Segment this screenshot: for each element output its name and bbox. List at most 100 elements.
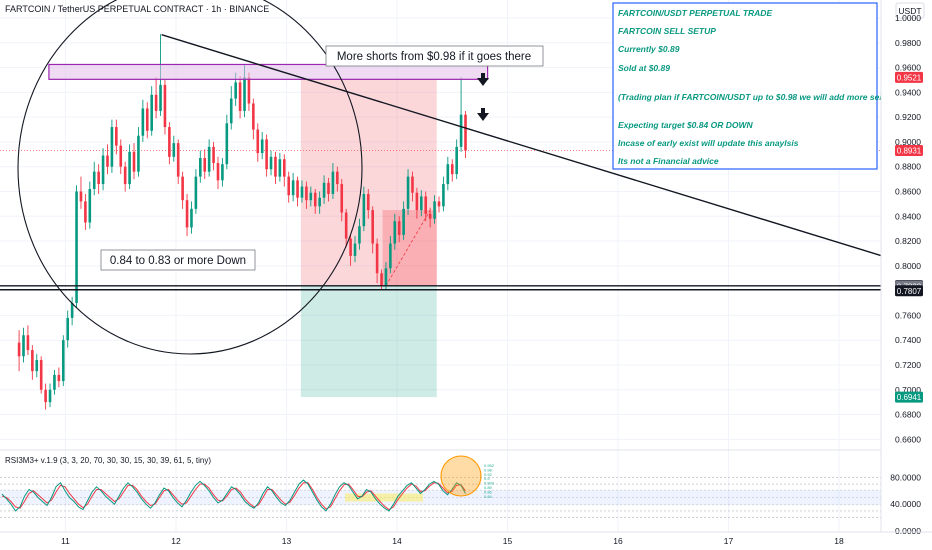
candle-body	[168, 127, 171, 157]
price-badge-box	[895, 71, 923, 83]
candle-bearish	[327, 177, 330, 202]
descending-trendline[interactable]	[161, 34, 895, 261]
candle-bearish	[119, 139, 123, 175]
short-position-tool[interactable]	[300, 79, 437, 398]
candle-body	[433, 201, 436, 219]
candle-body	[225, 123, 229, 165]
candle-bullish	[389, 236, 392, 274]
candle-body	[97, 171, 100, 185]
price-tick-label: 0.6600	[895, 434, 921, 444]
price-tick-label: 0.8200	[895, 236, 921, 246]
candle-body	[375, 243, 379, 274]
candle-bearish	[340, 179, 344, 222]
time-tick-label: 16	[613, 536, 623, 546]
price-axis-background	[881, 0, 932, 532]
time-tick-label: 14	[392, 536, 402, 546]
candle-bearish	[115, 119, 118, 155]
price-tick-label: 0.7200	[895, 360, 921, 370]
candle-bearish	[274, 151, 277, 185]
candle-bearish	[176, 139, 180, 185]
resistance-zone[interactable]	[48, 63, 489, 80]
price-badge: 0.7807	[895, 285, 923, 297]
price-tick-label: 0.9800	[895, 38, 921, 48]
candle-body	[35, 360, 39, 372]
currency-button-box	[895, 2, 925, 19]
candle-bullish	[318, 191, 321, 214]
rsi-indicator-label[interactable]: RSI3M3+ v.1.9 (3, 3, 20, 70, 30, 30, 15,…	[5, 456, 211, 465]
highlight-circle[interactable]	[17, 0, 363, 355]
target-label[interactable]: 0.84 to 0.83 or more Down	[100, 249, 256, 271]
candle-bearish	[26, 325, 30, 356]
candle-bearish	[296, 176, 299, 207]
candle-body	[190, 208, 193, 228]
candle-bearish	[216, 156, 220, 190]
candle-bullish	[459, 77, 463, 152]
candle-bullish	[331, 162, 335, 199]
candle-body	[358, 226, 361, 244]
plan-line-6: Expecting target $0.84 OR DOWN	[618, 120, 753, 130]
candle-bearish	[154, 77, 158, 119]
candle-body	[194, 176, 198, 209]
candle-bullish	[260, 132, 264, 160]
candle-bullish	[309, 186, 313, 207]
price-axis[interactable]: USDT 1.0000 0.9800 0.9600 0.9400 0.9200 0.900…	[880, 0, 932, 536]
candle-bearish	[84, 193, 87, 230]
candle-bullish	[137, 127, 140, 177]
candle-body	[84, 201, 87, 223]
candle-bearish	[305, 181, 308, 209]
price-tick-label: 0.6800	[895, 410, 921, 420]
price-tick-label: 0.8600	[895, 186, 921, 196]
candle-body	[393, 221, 397, 244]
candle-body	[212, 146, 215, 163]
candle-bearish	[287, 171, 291, 203]
price-badge: 0.8931	[895, 144, 923, 156]
candle-bearish	[163, 79, 167, 135]
time-tick-label: 17	[724, 536, 734, 546]
trade-plan-box[interactable]: FARTCOIN/USDT PERPETUAL TRADE FARTCOIN S…	[612, 2, 887, 170]
candle-bullish	[406, 169, 410, 216]
more-shorts-text: More shorts from $0.98 if it goes there	[337, 51, 531, 63]
candle-body	[362, 193, 366, 227]
candle-body	[154, 94, 158, 111]
price-badge-box	[895, 391, 923, 403]
rsi-yellow-zone	[345, 493, 423, 502]
horizontal-support-lines[interactable]	[0, 285, 881, 291]
candle-bullish	[101, 148, 105, 191]
price-badge-box	[895, 285, 923, 297]
candle-bearish	[371, 206, 374, 254]
candle-body	[247, 77, 251, 104]
time-axis[interactable]: 11 12 13 14 15 16 17 18	[0, 531, 932, 546]
candle-bullish	[194, 169, 198, 214]
target-label-box	[100, 249, 256, 271]
symbol-title[interactable]: FARTCOIN / TetherUS PERPETUAL CONTRACT ·…	[5, 4, 269, 14]
candle-body	[309, 192, 313, 201]
candle-bullish	[291, 172, 295, 202]
price-tick-label: 0.8400	[895, 211, 921, 221]
candle-body	[411, 176, 414, 193]
candle-bearish	[397, 216, 401, 243]
trade-plan-border	[612, 2, 878, 170]
candle-body	[132, 151, 136, 172]
target-label-text: 0.84 to 0.83 or more Down	[110, 255, 246, 267]
candle-body	[150, 94, 153, 131]
time-tick-label: 15	[503, 536, 513, 546]
candle-bullish	[48, 383, 52, 408]
currency-button[interactable]: USDT	[895, 2, 925, 19]
candle-body	[442, 184, 445, 207]
candle-body	[172, 143, 176, 157]
candle-body	[428, 213, 432, 219]
time-tick-label: 13	[282, 536, 292, 546]
candle-body	[313, 192, 317, 207]
rsi-highlight[interactable]	[440, 455, 482, 497]
more-shorts-label[interactable]: More shorts from $0.98 if it goes there	[325, 45, 544, 67]
candle-bullish	[362, 186, 366, 232]
candle-bearish	[411, 171, 414, 202]
rsi-mini-level-label: 0.98	[484, 467, 493, 472]
price-badge: 0.9521	[895, 71, 923, 83]
time-tick-label: 11	[61, 536, 70, 546]
candle-body	[92, 171, 96, 190]
candle-body	[181, 176, 184, 201]
candle-bullish	[225, 114, 229, 170]
candle-body	[101, 155, 105, 185]
